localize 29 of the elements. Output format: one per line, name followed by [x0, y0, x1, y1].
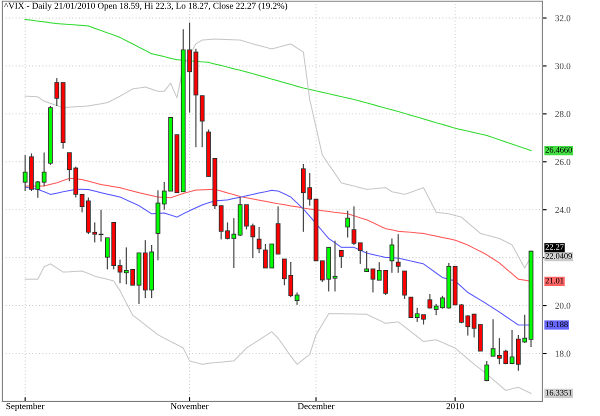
- line-series: [24, 18, 532, 152]
- data-label: 26.4660: [546, 147, 572, 153]
- candlestick: [104, 237, 110, 270]
- text: 22.27: [546, 244, 564, 250]
- candlestick: [338, 250, 344, 269]
- line-series: [24, 263, 532, 394]
- data-label: 21.01: [546, 278, 564, 284]
- y-tick-label: 24.0: [555, 206, 570, 213]
- y-tick-label: 30.0: [555, 63, 570, 70]
- y-tick-label: 18.0: [556, 350, 570, 357]
- data-label: 19.188: [546, 322, 568, 328]
- data-label: 22.0409: [546, 253, 572, 259]
- data-label: 16.3351: [546, 390, 572, 396]
- x-tick-label: December: [298, 402, 334, 410]
- chart-title: ^VIX - Daily 21/01/2010 Open 18.59, Hi 22.3, Lo 18.27, Close 22.27 (19.2%): [4, 2, 288, 11]
- candlestick: [427, 293, 432, 310]
- y-tick-label: 32.0: [555, 15, 570, 22]
- candlestick: [345, 210, 350, 238]
- y-tick-label: 20.0: [555, 302, 570, 309]
- candlestick: [484, 360, 490, 382]
- x-tick-label: November: [170, 402, 209, 410]
- x-tick-label: 2010: [446, 403, 464, 410]
- y-tick-label: 26.0: [555, 158, 570, 166]
- candlestick: [402, 270, 407, 300]
- candlestick: [42, 152, 47, 187]
- candlestick: [256, 226, 262, 254]
- candlestick: [390, 238, 394, 274]
- x-tick-label: September: [6, 402, 44, 412]
- y-tick-label: 28.0: [555, 111, 570, 118]
